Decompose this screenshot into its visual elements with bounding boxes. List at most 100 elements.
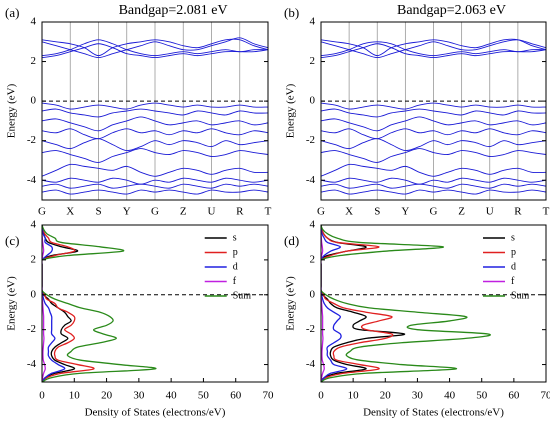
- y-tick-label: -4: [27, 358, 37, 370]
- y-axis-label: Energy (eV): [6, 83, 18, 138]
- plot-area: [321, 22, 546, 200]
- band: [42, 43, 268, 59]
- x-tick-label: 30: [412, 390, 424, 402]
- axes-frame: [41, 21, 269, 201]
- legend-label: Sum: [511, 290, 530, 301]
- band: [321, 39, 546, 59]
- band: [321, 128, 546, 140]
- y-tick-label: -2: [306, 134, 315, 146]
- y-axis-label: Energy (eV): [285, 83, 297, 138]
- y-tick-label: 0: [310, 288, 316, 300]
- x-tick-label: X: [66, 206, 74, 218]
- legend-label: s: [511, 232, 515, 243]
- y-tick-label: 0: [31, 95, 37, 107]
- x-tick-label: Y: [401, 206, 409, 218]
- panel-label: (c): [5, 233, 19, 248]
- x-axis-label: Density of States (electrons/eV): [363, 407, 504, 419]
- x-tick-label: S: [374, 206, 380, 218]
- panel-label: (a): [5, 5, 19, 20]
- band: [42, 102, 268, 110]
- plot-area: [42, 225, 268, 382]
- band: [42, 138, 268, 152]
- x-tick-label: Z: [458, 206, 465, 218]
- dos-curve: [42, 225, 157, 382]
- x-tick-label: 70: [541, 390, 550, 402]
- panel-label: (d): [284, 233, 299, 248]
- x-tick-label: T: [543, 206, 550, 218]
- x-tick-label: G: [151, 206, 159, 218]
- x-tick-label: 20: [101, 390, 113, 402]
- legend-label: f: [511, 276, 515, 287]
- band: [321, 102, 546, 110]
- y-axis-label: Energy (eV): [6, 276, 18, 331]
- band: [42, 39, 268, 57]
- band: [321, 38, 546, 57]
- x-tick-label: 0: [39, 390, 45, 402]
- axes-frame: [320, 21, 547, 201]
- x-tick-label: X: [345, 206, 353, 218]
- band: [42, 183, 268, 189]
- panel-title: Bandgap=2.063 eV: [397, 3, 506, 18]
- band: [321, 177, 546, 185]
- legend-label: d: [233, 261, 238, 272]
- y-tick-label: 2: [310, 253, 316, 265]
- band: [321, 108, 546, 118]
- x-tick-label: U: [486, 206, 494, 218]
- panel-label: (b): [284, 5, 299, 20]
- x-tick-label: 20: [380, 390, 392, 402]
- x-tick-label: 30: [133, 390, 145, 402]
- y-tick-label: 0: [31, 288, 37, 300]
- band: [321, 43, 546, 59]
- y-axis-label: Energy (eV): [285, 276, 297, 331]
- band: [42, 163, 268, 177]
- x-tick-label: 10: [69, 390, 81, 402]
- x-tick-label: U: [208, 206, 216, 218]
- band: [42, 177, 268, 185]
- axes-frame: [320, 224, 547, 383]
- panel-title: Bandgap=2.081 eV: [119, 3, 228, 18]
- x-tick-label: G: [38, 206, 46, 218]
- y-tick-label: -2: [306, 323, 315, 335]
- y-tick-label: 0: [310, 95, 316, 107]
- dos-curve: [321, 225, 325, 382]
- y-tick-label: -4: [306, 358, 316, 370]
- band: [321, 189, 546, 195]
- legend-label: s: [233, 232, 237, 243]
- band: [321, 116, 546, 132]
- x-tick-label: G: [430, 206, 438, 218]
- band: [42, 116, 268, 132]
- x-tick-label: G: [317, 206, 325, 218]
- y-tick-label: -4: [27, 174, 37, 186]
- x-tick-label: R: [514, 206, 522, 218]
- x-tick-label: 50: [198, 390, 210, 402]
- x-axis-label: Density of States (electrons/eV): [85, 407, 226, 419]
- legend-label: d: [511, 261, 516, 272]
- plot-area: [42, 22, 268, 200]
- x-tick-label: R: [236, 206, 244, 218]
- legend-label: f: [233, 276, 237, 287]
- dos-curve: [42, 225, 66, 382]
- dos-curve: [321, 225, 348, 382]
- plot-area: [321, 225, 546, 382]
- dos-curve: [42, 225, 46, 382]
- dos-curve: [42, 225, 79, 382]
- x-tick-label: 60: [508, 390, 520, 402]
- x-tick-label: 50: [476, 390, 488, 402]
- y-tick-label: 2: [31, 55, 37, 67]
- x-tick-label: T: [265, 206, 272, 218]
- axes-frame: [41, 224, 269, 383]
- band: [42, 189, 268, 195]
- y-tick-label: 4: [310, 16, 316, 28]
- x-tick-label: 10: [348, 390, 360, 402]
- x-tick-label: Y: [123, 206, 131, 218]
- band: [42, 108, 268, 118]
- y-tick-label: 4: [31, 16, 37, 28]
- x-tick-label: 40: [166, 390, 178, 402]
- legend-label: p: [511, 247, 516, 258]
- band: [42, 37, 268, 59]
- y-tick-label: 2: [310, 55, 316, 67]
- dos-curve: [321, 225, 491, 382]
- dos-curve: [321, 225, 394, 382]
- band: [42, 148, 268, 163]
